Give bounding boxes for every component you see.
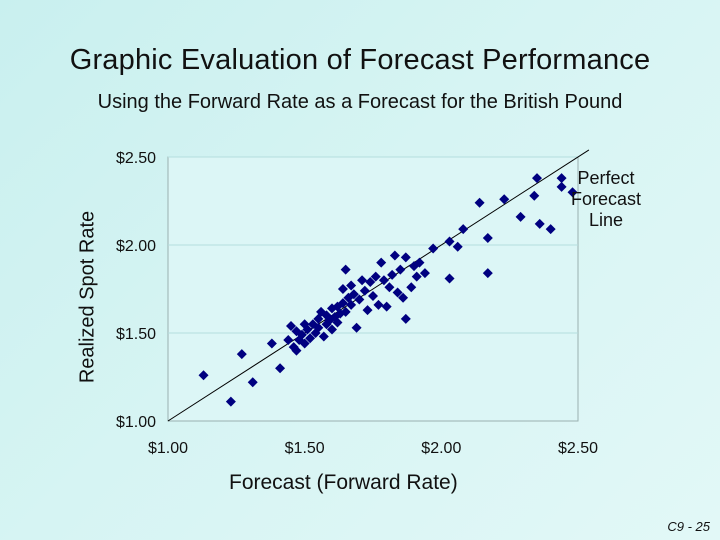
data-point bbox=[327, 324, 337, 335]
perfect-forecast-line-label: Perfect Forecast Line bbox=[570, 168, 642, 230]
data-point bbox=[389, 250, 400, 261]
data-point bbox=[428, 243, 439, 254]
data-point bbox=[370, 271, 381, 282]
data-point bbox=[444, 273, 455, 284]
data-point bbox=[313, 322, 324, 333]
data-point bbox=[305, 333, 316, 344]
data-point bbox=[275, 363, 286, 374]
data-point bbox=[556, 173, 567, 184]
data-point bbox=[351, 322, 362, 333]
data-point bbox=[406, 282, 417, 293]
data-point bbox=[362, 305, 373, 316]
data-point bbox=[419, 268, 430, 279]
x-tick-label: $2.00 bbox=[421, 440, 461, 457]
data-point bbox=[400, 252, 411, 263]
x-tick-label: $1.50 bbox=[285, 440, 325, 457]
y-tick-label: $1.50 bbox=[116, 326, 156, 343]
data-point bbox=[286, 320, 296, 331]
data-point bbox=[529, 190, 540, 201]
data-point bbox=[556, 181, 567, 192]
x-axis-label: Forecast (Forward Rate) bbox=[229, 471, 458, 494]
data-point bbox=[534, 218, 545, 229]
slide-subtitle: Using the Forward Rate as a Forecast for… bbox=[97, 91, 623, 113]
data-point bbox=[381, 301, 392, 312]
data-point bbox=[373, 299, 384, 310]
y-tick-label: $2.50 bbox=[116, 150, 156, 167]
data-point bbox=[299, 338, 310, 349]
x-tick-label: $2.50 bbox=[558, 440, 598, 457]
data-point bbox=[332, 317, 343, 328]
data-point bbox=[515, 211, 526, 222]
data-point bbox=[348, 289, 359, 300]
data-point bbox=[337, 284, 348, 294]
data-point bbox=[376, 257, 387, 268]
data-point bbox=[499, 194, 510, 205]
data-point bbox=[400, 313, 411, 324]
data-point bbox=[368, 291, 378, 302]
data-point bbox=[482, 268, 493, 279]
x-tick-label: $1.00 bbox=[148, 440, 188, 457]
data-point bbox=[236, 349, 247, 360]
data-point bbox=[340, 306, 351, 317]
data-point bbox=[411, 271, 422, 282]
data-point bbox=[545, 224, 556, 235]
data-point bbox=[532, 173, 542, 184]
data-point bbox=[357, 275, 368, 286]
data-point bbox=[346, 299, 357, 310]
data-point bbox=[291, 345, 302, 356]
y-tick-label: $1.00 bbox=[116, 414, 156, 431]
data-point bbox=[359, 285, 370, 296]
data-point bbox=[395, 264, 406, 275]
data-point bbox=[302, 324, 313, 335]
data-point bbox=[378, 275, 389, 286]
data-point bbox=[414, 257, 425, 268]
slide-number: C9 - 25 bbox=[667, 519, 710, 534]
data-point bbox=[318, 331, 329, 342]
data-point bbox=[482, 232, 493, 243]
data-point bbox=[337, 298, 348, 309]
data-point bbox=[198, 370, 209, 381]
data-point bbox=[567, 187, 578, 198]
data-point bbox=[398, 292, 409, 303]
data-point bbox=[452, 241, 463, 252]
y-axis-label: Realized Spot Rate bbox=[76, 210, 99, 384]
data-point bbox=[266, 338, 277, 349]
slide-title: Graphic Evaluation of Forecast Performan… bbox=[69, 44, 651, 76]
data-point bbox=[225, 396, 236, 407]
data-point bbox=[444, 236, 455, 247]
data-point bbox=[392, 287, 403, 298]
y-tick-label: $2.00 bbox=[116, 238, 156, 255]
data-point bbox=[283, 335, 294, 346]
data-point bbox=[296, 329, 307, 340]
data-point bbox=[354, 294, 365, 305]
data-point bbox=[340, 264, 351, 275]
perfect-forecast-line bbox=[167, 149, 590, 422]
data-point bbox=[365, 276, 376, 287]
data-point bbox=[247, 377, 258, 388]
data-point bbox=[458, 224, 469, 235]
data-point bbox=[384, 282, 395, 293]
data-point bbox=[346, 280, 357, 291]
data-point bbox=[387, 269, 398, 280]
data-point bbox=[474, 197, 485, 208]
